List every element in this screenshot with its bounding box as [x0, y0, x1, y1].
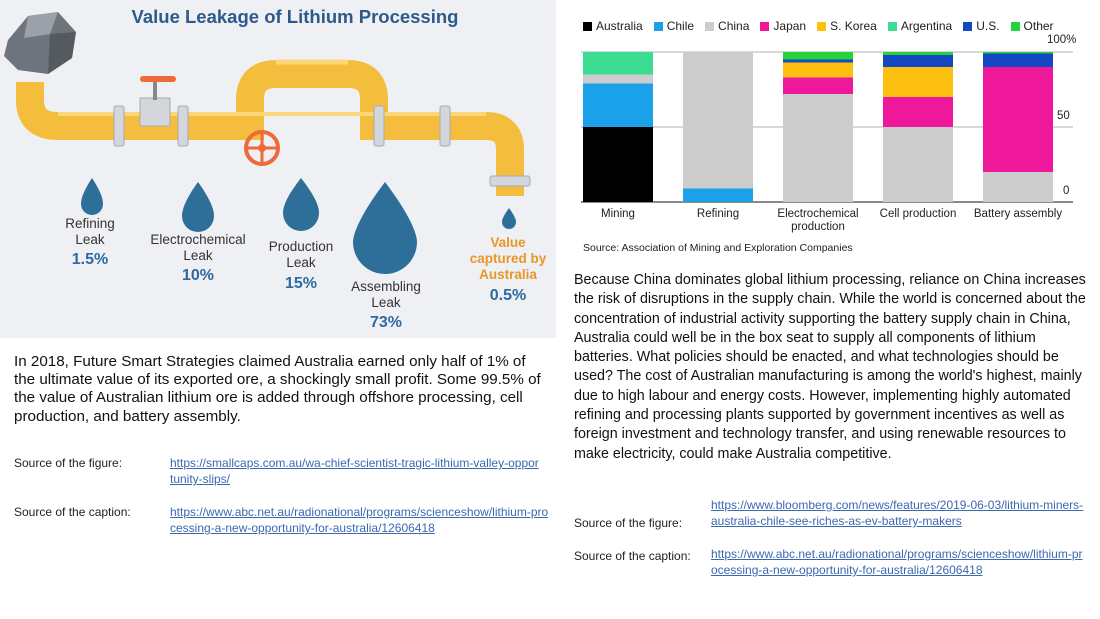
- legend-label-australia: Australia: [596, 19, 643, 33]
- legend-swatch-u-s: [963, 21, 973, 31]
- legend-label-chile: Chile: [666, 19, 695, 33]
- assembling-leak-value: 73%: [369, 314, 403, 331]
- x-tick-line: production: [791, 221, 845, 233]
- bar-mining-chile: [583, 83, 653, 127]
- bar-electrochemical-production-japan: [783, 77, 853, 94]
- y-tick-0: 0: [1063, 185, 1070, 197]
- infographic-title: Value Leakage of Lithium Processing: [131, 6, 459, 27]
- pipeline: [16, 59, 531, 196]
- refining-leak-value: 1.5%: [71, 251, 109, 268]
- bar-electrochemical-production-u-s: [783, 59, 853, 63]
- x-tick-line: Electrochemical: [777, 208, 859, 220]
- bar-refining-chile: [683, 188, 753, 202]
- bar-cell-production-japan: [883, 97, 953, 127]
- x-tick-mining: Mining: [568, 208, 668, 221]
- legend-swatch-chile: [653, 21, 663, 31]
- legend-swatch-australia: [583, 21, 592, 31]
- production-droplet-icon: [283, 178, 319, 231]
- electrochemical-leak-label: Electrochemical Leak: [150, 232, 246, 263]
- legend-label-china: China: [718, 19, 750, 33]
- x-tick-electrochemical-production: Electrochemical production: [768, 208, 868, 234]
- x-tick-line: Mining: [601, 208, 635, 220]
- assembling-leak-label: Assembling Leak: [351, 279, 421, 310]
- bar-electrochemical-production-china: [783, 94, 853, 202]
- chart-legend: Australia Chile China Japan S. Korea Argentin…: [583, 19, 1065, 33]
- legend-label-other: Other: [1023, 19, 1054, 33]
- right-caption-source-link[interactable]: https://www.abc.net.au/radionational/pro…: [711, 547, 1083, 577]
- right-caption-source-label: Source of the caption:: [574, 549, 691, 563]
- y-tick-100: 100%: [1047, 34, 1077, 46]
- bar-battery-assembly-china: [983, 172, 1053, 202]
- legend-label-u-s: U.S.: [976, 19, 1000, 33]
- legend-item-other: Other: [1010, 19, 1054, 33]
- legend-swatch-other: [1010, 21, 1020, 31]
- x-tick-line: Battery assembly: [973, 208, 1063, 220]
- refining-leak-label: Refining Leak: [65, 216, 115, 247]
- legend-item-china: China: [705, 19, 749, 33]
- x-tick-line: Refining: [696, 208, 740, 220]
- right-figure-source-link[interactable]: https://www.bloomberg.com/news/features/…: [711, 498, 1084, 528]
- bar-cell-production-other: [883, 52, 953, 55]
- electrochemical-droplet-icon: [182, 182, 214, 232]
- country-share-stacked-bar-chart: Australia Chile China Japan S. Korea Argentin…: [575, 14, 1100, 264]
- value-captured-value: 0.5%: [489, 287, 527, 304]
- legend-item-australia: Australia: [583, 19, 643, 33]
- legend-label-japan: Japan: [773, 19, 807, 33]
- legend-item-argentina: Argentina: [887, 19, 953, 33]
- bar-cell-production-china: [883, 127, 953, 202]
- bar-battery-assembly-other: [983, 52, 1053, 54]
- production-leak-label: Production Leak: [268, 239, 334, 270]
- left-figure-source-link[interactable]: https://smallcaps.com.au/wa-chief-scient…: [170, 456, 539, 486]
- bar-battery-assembly-u-s: [983, 53, 1053, 67]
- x-tick-battery-assembly: Battery assembly: [968, 208, 1068, 221]
- pipeline-illustration: [4, 12, 531, 274]
- bar-mining-australia: [583, 127, 653, 202]
- ore-rock-icon: [4, 12, 76, 74]
- captured-droplet-icon: [502, 208, 516, 229]
- bar-electrochemical-production-other: [783, 52, 853, 60]
- legend-label-s-korea: S. Korea: [830, 19, 877, 33]
- right-caption-text: Because China dominates global lithium p…: [574, 272, 1086, 462]
- left-caption-source-label: Source of the caption:: [14, 505, 131, 519]
- left-figure-source-label: Source of the figure:: [14, 456, 123, 470]
- legend-swatch-argentina: [887, 21, 897, 31]
- y-tick-50: 50: [1057, 110, 1070, 122]
- chart-source: Source: Association of Mining and Explor…: [583, 242, 853, 254]
- refining-droplet-icon: [81, 178, 103, 215]
- x-tick-cell-production: Cell production: [868, 208, 968, 221]
- bar-mining-china: [583, 74, 653, 84]
- left-caption-source-link[interactable]: https://www.abc.net.au/radionational/pro…: [170, 505, 549, 535]
- bar-refining-china: [683, 52, 753, 189]
- assembling-droplet-icon: [353, 182, 417, 274]
- bar-cell-production-s-korea: [883, 67, 953, 97]
- x-tick-refining: Refining: [668, 208, 768, 221]
- legend-item-chile: Chile: [653, 19, 695, 33]
- legend-item-u-s: U.S.: [963, 19, 1000, 33]
- bar-battery-assembly-japan: [983, 67, 1053, 172]
- legend-label-argentina: Argentina: [900, 19, 953, 33]
- electrochemical-leak-value: 10%: [181, 267, 215, 284]
- value-captured-label: Value captured by Australia: [469, 235, 547, 282]
- right-figure-source-label: Source of the figure:: [574, 516, 683, 530]
- chart-plot: [581, 51, 1073, 203]
- lithium-value-leakage-infographic: Value Leakage of Lithium Processing Refi…: [0, 0, 556, 338]
- legend-item-japan: Japan: [760, 19, 806, 33]
- bar-electrochemical-production-s-korea: [783, 62, 853, 78]
- legend-swatch-china: [705, 21, 715, 31]
- legend-swatch-japan: [760, 21, 770, 31]
- bar-mining-argentina: [583, 52, 653, 75]
- bar-cell-production-u-s: [883, 55, 953, 67]
- left-caption-text: In 2018, Future Smart Strategies claimed…: [14, 353, 541, 425]
- legend-swatch-s-korea: [817, 21, 827, 31]
- legend-item-s-korea: S. Korea: [817, 19, 877, 33]
- x-tick-line: Cell production: [879, 208, 957, 220]
- valve-wheel-icon: [244, 130, 280, 166]
- production-leak-value: 15%: [284, 275, 318, 292]
